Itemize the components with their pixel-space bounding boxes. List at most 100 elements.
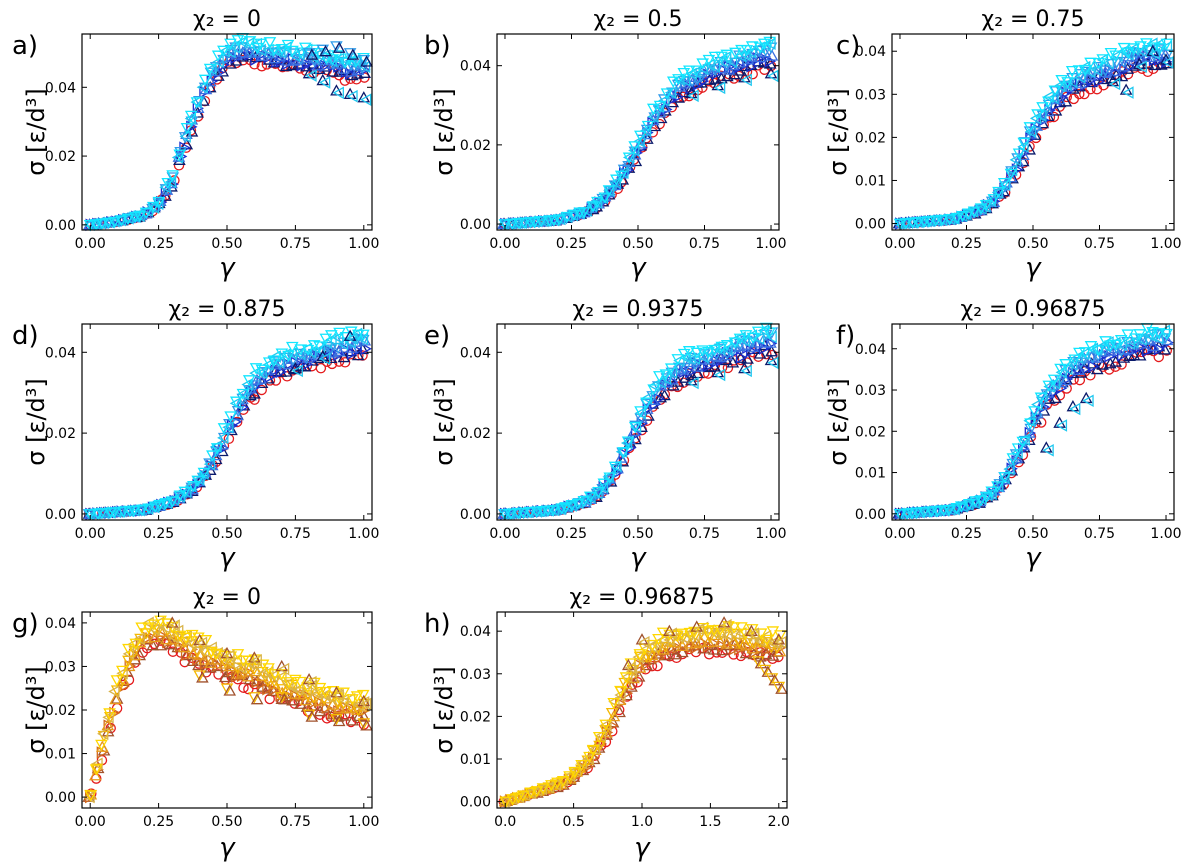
data-point <box>1093 75 1106 88</box>
x-tick-label: 0.00 <box>75 814 106 830</box>
data-point <box>326 358 338 370</box>
data-point <box>313 341 326 353</box>
data-point <box>1091 350 1105 362</box>
data-point <box>184 110 198 123</box>
data-point <box>224 57 237 69</box>
data-point <box>763 57 777 69</box>
y-tick-label: 0.04 <box>855 342 886 358</box>
data-series-group <box>82 326 372 521</box>
data-point <box>659 372 672 385</box>
data-point <box>1017 137 1031 150</box>
x-tick-label: 1.5 <box>699 814 721 830</box>
data-point <box>733 70 745 82</box>
data-point <box>614 685 627 698</box>
x-tick-label: 0.75 <box>689 236 720 252</box>
panel-letter: h) <box>424 609 451 639</box>
data-point <box>722 362 734 374</box>
data-point <box>224 411 237 423</box>
data-point <box>559 502 572 514</box>
data-point <box>1024 418 1037 430</box>
data-point <box>262 666 274 679</box>
x-tick-label: 1.00 <box>348 236 379 252</box>
data-point <box>1042 96 1055 108</box>
data-point <box>360 55 373 67</box>
y-tick-label: 0.00 <box>460 795 491 811</box>
data-point <box>1122 86 1134 99</box>
data-point <box>577 207 591 219</box>
data-point <box>713 635 727 647</box>
data-point <box>179 130 191 143</box>
data-point <box>938 504 950 517</box>
data-point <box>254 372 267 384</box>
data-point <box>220 683 234 695</box>
data-point <box>530 506 544 518</box>
data-point <box>660 373 674 385</box>
data-point <box>775 682 788 694</box>
data-point <box>979 199 993 212</box>
data-point <box>1115 338 1128 352</box>
data-point <box>577 495 591 508</box>
x-tick-label: 0.00 <box>884 236 915 252</box>
data-point <box>676 645 689 658</box>
data-point <box>268 52 281 64</box>
y-tick-label: 0.00 <box>460 217 491 233</box>
data-point <box>95 739 108 752</box>
data-point <box>300 700 314 712</box>
data-point <box>337 350 351 363</box>
data-point <box>930 214 942 227</box>
data-point <box>672 74 685 86</box>
data-point <box>586 744 600 757</box>
data-point <box>568 766 582 779</box>
x-tick-label: 0.00 <box>75 236 106 252</box>
data-point <box>351 344 363 357</box>
data-point <box>551 777 564 789</box>
data-point <box>108 685 120 698</box>
y-tick-label: 0.02 <box>45 703 76 719</box>
data-point <box>1078 347 1092 359</box>
x-axis-label: γ <box>1025 253 1042 283</box>
data-point <box>285 341 299 354</box>
data-point <box>332 86 344 100</box>
x-tick-label: 0.25 <box>143 526 174 542</box>
data-point <box>1117 56 1130 69</box>
data-point <box>139 207 153 220</box>
data-point <box>153 499 166 512</box>
data-point <box>1048 85 1062 97</box>
data-point <box>178 486 192 499</box>
data-point <box>720 618 732 632</box>
data-point <box>624 661 636 675</box>
panel-title: χ₂ = 0.75 <box>982 7 1085 32</box>
data-point <box>275 43 289 56</box>
data-point <box>1005 163 1018 177</box>
data-point <box>248 692 261 704</box>
data-point <box>242 655 255 668</box>
panel-b: b) χ₂ = 0.5 γ σ [ε/d³] 0.00 0.25 0.50 0.75 1… <box>424 7 787 283</box>
data-point <box>950 212 964 225</box>
data-point <box>694 635 708 647</box>
x-tick-label: 0.50 <box>622 236 653 252</box>
y-tick-label: 0.04 <box>45 80 76 96</box>
data-point <box>772 681 786 694</box>
data-point <box>1012 148 1026 160</box>
data-point <box>504 508 518 520</box>
data-point <box>992 186 1005 199</box>
panel-letter: f) <box>836 321 855 351</box>
data-point <box>688 629 701 643</box>
data-point <box>359 93 372 106</box>
y-tick-label: 0.04 <box>45 616 76 632</box>
data-point <box>212 659 225 672</box>
data-point <box>677 67 691 80</box>
data-point <box>161 177 174 190</box>
data-point <box>180 127 193 140</box>
data-point <box>603 474 617 487</box>
data-point <box>301 344 315 357</box>
data-point <box>127 505 141 517</box>
data-point <box>1036 102 1049 114</box>
data-point <box>1092 345 1105 357</box>
data-point <box>1135 60 1147 74</box>
data-point <box>506 794 520 806</box>
data-point <box>213 669 224 680</box>
data-point <box>236 388 250 401</box>
data-point <box>682 346 696 358</box>
data-point <box>622 151 635 164</box>
